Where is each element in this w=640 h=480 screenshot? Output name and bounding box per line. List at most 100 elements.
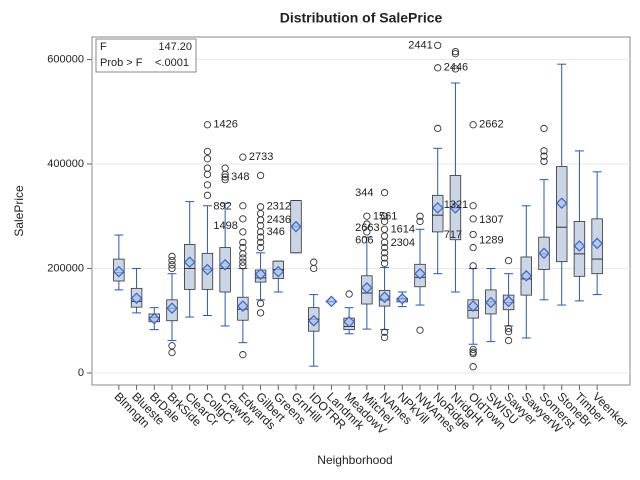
outlier	[239, 262, 247, 270]
outlier-label: 344	[355, 187, 373, 199]
outlier	[469, 363, 477, 371]
outlier	[380, 212, 389, 220]
outlier	[239, 202, 247, 210]
outlier	[451, 50, 460, 58]
outlier-label: 717	[444, 229, 462, 241]
outlier	[239, 215, 247, 223]
outlier	[203, 155, 212, 163]
outlier-label: 1307	[479, 214, 503, 226]
outlier	[239, 243, 247, 252]
outlier	[540, 124, 548, 133]
outlier	[540, 157, 548, 166]
outlier	[434, 41, 442, 50]
outlier-label: 348	[231, 171, 249, 183]
outlier-label: 1498	[213, 220, 237, 232]
outlier	[239, 254, 247, 262]
mean-marker	[449, 202, 462, 214]
outlier	[203, 147, 212, 156]
inset-value: <.0001	[155, 57, 189, 69]
outlier	[469, 262, 477, 270]
outlier	[380, 189, 389, 197]
mean-marker	[573, 240, 586, 252]
outlier-label: 2304	[391, 237, 415, 249]
outlier-label: 1321	[444, 199, 468, 211]
mean-marker	[290, 220, 302, 233]
outlier	[239, 153, 247, 161]
outlier	[363, 228, 371, 236]
outlier	[380, 249, 389, 257]
inset-label: Prob > F	[100, 57, 143, 69]
outlier-label: 2312	[267, 201, 291, 213]
outlier	[540, 152, 548, 160]
outlier	[451, 47, 460, 56]
mean-marker	[343, 315, 355, 328]
mean-marker	[130, 292, 143, 305]
outlier-label: 346	[267, 226, 285, 238]
outlier-label: 606	[355, 235, 373, 247]
outlier-label: 2446	[444, 62, 468, 74]
mean-marker	[166, 302, 178, 315]
mean-marker	[272, 265, 285, 278]
outlier	[469, 121, 477, 129]
outlier-label: 2663	[355, 222, 379, 234]
outlier	[416, 326, 424, 334]
outlier	[380, 333, 389, 342]
outlier-label: 2436	[267, 214, 291, 226]
mean-marker	[378, 291, 391, 304]
outlier-label: 2733	[249, 151, 273, 163]
outlier	[310, 258, 318, 266]
outlier	[203, 121, 212, 129]
y-tick-label: 600000	[47, 53, 84, 65]
outlier-label: 2441	[408, 39, 432, 51]
mean-marker	[201, 263, 214, 276]
mean-marker	[113, 265, 125, 278]
mean-marker	[414, 267, 426, 280]
outlier	[256, 203, 265, 211]
outlier	[168, 342, 176, 350]
mean-marker	[396, 292, 409, 305]
outlier	[416, 217, 424, 226]
outlier	[380, 225, 389, 233]
y-axis-label: SalePrice	[12, 185, 26, 237]
outlier	[256, 238, 265, 247]
outlier	[416, 212, 424, 220]
outlier	[363, 220, 371, 228]
outlier	[239, 228, 247, 236]
outlier	[469, 243, 477, 252]
outlier	[256, 221, 265, 230]
outlier	[380, 259, 389, 267]
outlier	[434, 64, 442, 72]
outlier	[168, 348, 176, 357]
outlier-label: 1289	[479, 235, 503, 247]
mean-marker	[555, 197, 568, 210]
outlier	[221, 175, 229, 184]
outlier	[203, 181, 212, 189]
outlier	[469, 345, 477, 354]
outlier	[239, 351, 247, 359]
outlier-label: 892	[213, 201, 231, 213]
outlier	[256, 209, 265, 218]
outlier	[469, 202, 477, 210]
mean-marker	[219, 258, 231, 271]
inset-label: F	[100, 41, 107, 53]
outlier	[380, 328, 389, 336]
outlier	[168, 264, 176, 273]
outlier	[221, 173, 229, 181]
outlier	[380, 232, 389, 240]
inset-box	[95, 38, 197, 73]
mean-marker	[520, 269, 533, 282]
outlier	[256, 243, 265, 252]
y-tick-label: 200000	[47, 262, 84, 274]
x-axis-label: Neighborhood	[317, 453, 392, 467]
outlier	[168, 252, 176, 261]
outlier	[504, 256, 513, 265]
mean-marker	[591, 237, 603, 250]
mean-marker	[148, 312, 161, 325]
outlier	[540, 147, 548, 155]
mean-marker	[467, 300, 479, 312]
outlier	[168, 256, 176, 265]
outlier	[451, 65, 460, 73]
outlier	[256, 299, 265, 308]
mean-marker	[431, 202, 444, 214]
